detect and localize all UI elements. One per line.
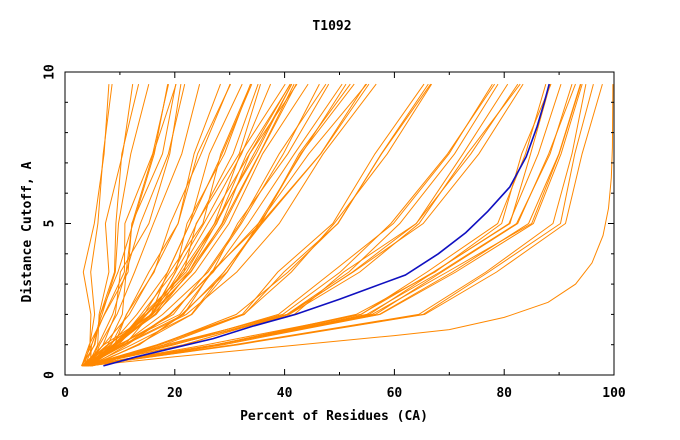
x-axis-ticks: 0 20 40 60 80 100 [61, 72, 626, 401]
series-line-4 [89, 84, 113, 366]
series-line-1 [87, 84, 134, 367]
series-line-55 [86, 83, 547, 367]
x-axis-label: Percent of Residues (CA) [240, 409, 428, 424]
series-line-7 [81, 84, 177, 367]
series-line-47 [85, 83, 496, 367]
y-axis-ticks: 0 5 10 [43, 64, 614, 379]
series-line-27 [81, 83, 320, 367]
series-line-64 [86, 83, 603, 367]
series-line-37 [81, 83, 347, 367]
series-line-extreme [86, 84, 614, 367]
series-line-42 [89, 83, 433, 367]
series-line-18 [81, 83, 272, 367]
series-line-35 [92, 83, 368, 367]
x-tick-label: 60 [387, 386, 403, 401]
highlight-layer [103, 83, 550, 367]
series-line-63 [87, 83, 594, 367]
chart-title: T1092 [312, 19, 351, 34]
series-line-11 [91, 83, 201, 367]
series-line-26 [90, 83, 327, 367]
series-line-54 [89, 83, 583, 367]
series-line-61 [90, 83, 551, 367]
x-tick-label: 0 [61, 386, 69, 401]
y-tick-label: 10 [43, 64, 58, 80]
series-layer [81, 83, 614, 367]
series-line-41 [83, 83, 377, 367]
series-line-8 [83, 84, 169, 367]
series-line-52 [87, 83, 493, 367]
series-line-9 [89, 83, 177, 367]
y-tick-label: 0 [43, 371, 58, 379]
series-line-17 [87, 83, 232, 367]
series-line-49 [84, 83, 499, 367]
series-line-39 [89, 83, 367, 367]
series-line-highlight [103, 83, 550, 367]
series-line-46 [85, 83, 509, 367]
series-line-40 [83, 83, 351, 367]
series-line-3 [81, 83, 140, 367]
x-tick-label: 20 [167, 386, 183, 401]
x-tick-label: 100 [602, 386, 626, 401]
y-axis-label: Distance Cutoff, A [20, 161, 35, 302]
x-tick-label: 80 [496, 386, 512, 401]
x-tick-label: 40 [277, 386, 293, 401]
y-tick-label: 5 [43, 220, 58, 228]
series-line-33 [83, 83, 293, 367]
series-line-21 [84, 83, 253, 367]
series-line-45 [86, 83, 432, 367]
series-line-24 [91, 83, 291, 367]
series-line-20 [83, 83, 221, 367]
